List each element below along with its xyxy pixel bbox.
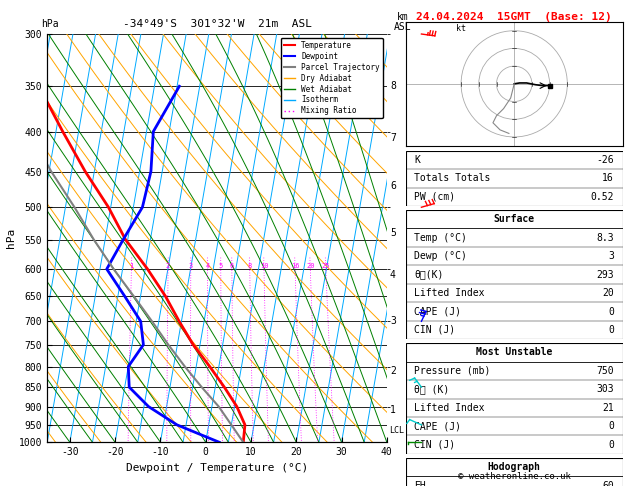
Text: 0: 0 xyxy=(608,325,614,335)
Text: 24.04.2024  15GMT  (Base: 12): 24.04.2024 15GMT (Base: 12) xyxy=(416,12,612,22)
Text: K: K xyxy=(415,155,420,165)
Text: 6: 6 xyxy=(390,181,396,191)
Text: 8: 8 xyxy=(248,263,252,269)
Text: © weatheronline.co.uk: © weatheronline.co.uk xyxy=(458,472,571,481)
Text: θᴄ(K): θᴄ(K) xyxy=(415,270,444,279)
Text: 16: 16 xyxy=(603,174,614,183)
Text: Temp (°C): Temp (°C) xyxy=(415,233,467,243)
Text: 60: 60 xyxy=(603,481,614,486)
Text: -26: -26 xyxy=(596,155,614,165)
Text: 750: 750 xyxy=(596,366,614,376)
Text: 3: 3 xyxy=(390,316,396,326)
Text: kt: kt xyxy=(456,24,466,33)
Text: 293: 293 xyxy=(596,270,614,279)
Text: 1: 1 xyxy=(130,263,133,269)
Text: 6: 6 xyxy=(230,263,234,269)
Text: 20: 20 xyxy=(306,263,314,269)
Text: CAPE (J): CAPE (J) xyxy=(415,307,462,316)
Text: LCL: LCL xyxy=(389,426,404,434)
Text: 0: 0 xyxy=(608,440,614,450)
Text: Totals Totals: Totals Totals xyxy=(415,174,491,183)
Text: 16: 16 xyxy=(291,263,299,269)
Text: CIN (J): CIN (J) xyxy=(415,325,455,335)
Text: 10: 10 xyxy=(260,263,268,269)
Text: 20: 20 xyxy=(603,288,614,298)
Text: 7: 7 xyxy=(390,133,396,143)
Text: 5: 5 xyxy=(219,263,223,269)
Text: 3: 3 xyxy=(189,263,193,269)
Text: EH: EH xyxy=(415,481,426,486)
Text: km
ASL: km ASL xyxy=(394,12,411,32)
Text: CIN (J): CIN (J) xyxy=(415,440,455,450)
Text: 2: 2 xyxy=(390,366,396,376)
Text: Lifted Index: Lifted Index xyxy=(415,403,485,413)
Text: 3: 3 xyxy=(608,251,614,261)
Text: 303: 303 xyxy=(596,384,614,394)
Text: Lifted Index: Lifted Index xyxy=(415,288,485,298)
Text: -34°49'S  301°32'W  21m  ASL: -34°49'S 301°32'W 21m ASL xyxy=(123,19,311,29)
Text: Hodograph: Hodograph xyxy=(487,462,541,472)
Text: 8: 8 xyxy=(390,81,396,91)
Text: 4: 4 xyxy=(390,270,396,279)
Text: Pressure (mb): Pressure (mb) xyxy=(415,366,491,376)
Text: hPa: hPa xyxy=(41,19,58,29)
Text: Dewp (°C): Dewp (°C) xyxy=(415,251,467,261)
Text: 1: 1 xyxy=(390,405,396,415)
Text: 25: 25 xyxy=(321,263,330,269)
Text: 5: 5 xyxy=(390,228,396,238)
Y-axis label: hPa: hPa xyxy=(6,228,16,248)
Text: 0: 0 xyxy=(608,421,614,431)
Text: θᴄ (K): θᴄ (K) xyxy=(415,384,450,394)
Text: PW (cm): PW (cm) xyxy=(415,192,455,202)
Text: 8.3: 8.3 xyxy=(596,233,614,243)
Text: 0.52: 0.52 xyxy=(591,192,614,202)
Text: Most Unstable: Most Unstable xyxy=(476,347,552,357)
Legend: Temperature, Dewpoint, Parcel Trajectory, Dry Adiabat, Wet Adiabat, Isotherm, Mi: Temperature, Dewpoint, Parcel Trajectory… xyxy=(281,38,383,119)
Text: CAPE (J): CAPE (J) xyxy=(415,421,462,431)
Text: 4: 4 xyxy=(205,263,209,269)
Text: Surface: Surface xyxy=(494,214,535,224)
X-axis label: Dewpoint / Temperature (°C): Dewpoint / Temperature (°C) xyxy=(126,463,308,473)
Text: 0: 0 xyxy=(608,307,614,316)
Text: 21: 21 xyxy=(603,403,614,413)
Text: 2: 2 xyxy=(166,263,170,269)
